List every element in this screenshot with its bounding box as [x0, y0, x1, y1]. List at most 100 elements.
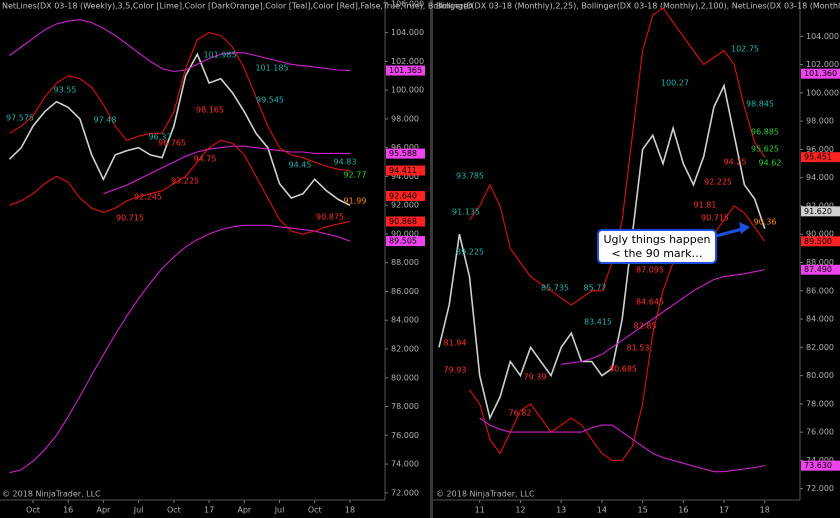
price-marker-label: 87.490	[804, 265, 832, 274]
x-tick-label: 15	[638, 506, 648, 515]
series-line	[561, 269, 765, 365]
x-tick-label: Apr	[237, 506, 252, 515]
panel-divider	[430, 0, 433, 518]
y-tick-label: 94.000	[391, 172, 419, 181]
y-tick-label: 92.000	[806, 201, 834, 210]
level-label: 93.225	[171, 177, 199, 186]
price-marker-label: 92.640	[389, 191, 417, 200]
series-line	[9, 32, 351, 172]
y-tick-label: 76.000	[391, 431, 419, 440]
price-marker-label: 90.868	[389, 217, 417, 226]
level-label: 80.685	[609, 365, 637, 374]
y-tick-label: 90.000	[806, 230, 834, 239]
level-label: 98.165	[196, 106, 224, 115]
level-label: 82.85	[634, 322, 657, 331]
level-label: 97.575	[6, 114, 34, 123]
y-tick-label: 92.000	[391, 201, 419, 210]
level-label: 91.135	[452, 208, 480, 217]
price-marker-label: 101.365	[389, 66, 422, 75]
y-tick-label: 100.000	[806, 88, 839, 97]
y-tick-label: 82.000	[806, 343, 834, 352]
callout-box	[597, 229, 717, 264]
x-tick-label: 18	[345, 506, 355, 515]
x-tick-label: 18	[760, 506, 770, 515]
y-tick-label: 84.000	[806, 315, 834, 324]
level-label: 92.77	[344, 171, 367, 180]
x-tick-label: 14	[597, 506, 607, 515]
chart-title: Bollinger(DX 03-18 (Monthly),2,25), Boll…	[436, 2, 840, 11]
level-label: 87.095	[636, 266, 664, 275]
y-tick-label: 80.000	[391, 373, 419, 382]
x-tick-label: Jul	[274, 506, 285, 515]
level-label: 84.645	[636, 298, 664, 307]
price-marker-label: 95.451	[804, 153, 832, 162]
price-marker	[386, 216, 425, 227]
level-label: 90.715	[701, 214, 729, 223]
level-label: 99.545	[256, 96, 284, 105]
y-tick-label: 74.000	[391, 460, 419, 469]
y-tick-label: 80.000	[806, 371, 834, 380]
copyright: © 2018 NinjaTrader, LLC	[436, 490, 535, 499]
price-marker	[386, 190, 425, 201]
callout-arrow	[715, 227, 743, 238]
y-tick-label: 78.000	[391, 402, 419, 411]
level-label: 101.185	[255, 64, 288, 73]
y-tick-label: 98.000	[806, 117, 834, 126]
price-marker-label: 91.620	[804, 207, 832, 216]
price-marker	[801, 206, 840, 217]
x-tick-label: 16	[678, 506, 688, 515]
y-tick-label: 88.000	[806, 258, 834, 267]
price-marker	[801, 152, 840, 163]
level-label: 100.27	[661, 79, 689, 88]
x-tick-label: Oct	[26, 506, 40, 515]
price-marker	[386, 165, 425, 176]
price-marker	[386, 65, 425, 76]
level-label: 96.765	[158, 139, 186, 148]
y-tick-label: 72.000	[806, 484, 834, 493]
y-tick-label: 96.000	[806, 145, 834, 154]
y-tick-label: 90.000	[391, 229, 419, 238]
callout: Ugly things happen < the 90 mark…	[597, 222, 750, 264]
level-label: 90.715	[116, 214, 144, 223]
level-label: 92.225	[704, 178, 732, 187]
level-label: 94.45	[289, 161, 312, 170]
level-label: 94.83	[334, 158, 357, 167]
x-tick-label: 17	[719, 506, 729, 515]
level-label: 101.985	[203, 51, 236, 60]
level-label: 94.75	[194, 155, 217, 164]
level-label: 94.62	[759, 159, 782, 168]
price-marker	[386, 236, 425, 247]
level-label: 85.735	[541, 284, 569, 293]
level-label: 96.37	[149, 133, 172, 142]
y-tick-label: 104.000	[806, 32, 839, 41]
y-tick-label: 82.000	[391, 345, 419, 354]
price-marker-label: 101.360	[804, 69, 837, 78]
price-marker	[801, 68, 840, 79]
level-label: 92.245	[134, 193, 162, 202]
copyright: © 2018 NinjaTrader, LLC	[2, 490, 101, 499]
price-marker-label: 89.500	[804, 237, 832, 246]
series-line	[479, 417, 765, 473]
level-label: 102.75	[731, 45, 759, 54]
y-tick-label: 78.000	[806, 399, 834, 408]
level-label: 96.885	[751, 128, 779, 137]
y-tick-label: 96.000	[391, 143, 419, 152]
price-marker-label: 95.588	[389, 149, 417, 158]
y-tick-label: 94.000	[806, 173, 834, 182]
x-tick-label: Oct	[308, 506, 322, 515]
series-line	[9, 224, 351, 474]
y-tick-label: 106.000	[391, 0, 424, 8]
level-label: 76.82	[509, 409, 532, 418]
series-line	[103, 145, 351, 195]
y-tick-label: 74.000	[806, 456, 834, 465]
y-tick-label: 76.000	[806, 428, 834, 437]
series-line	[9, 19, 351, 73]
x-tick-label: Apr	[96, 506, 111, 515]
x-tick-label: 11	[475, 506, 485, 515]
price-marker	[801, 236, 840, 247]
level-label: 98.845	[746, 100, 774, 109]
series-line	[9, 139, 351, 235]
chart-title: NetLines(DX 03-18 (Weekly),3,5,Color [Li…	[2, 2, 473, 11]
y-tick-label: 86.000	[806, 286, 834, 295]
